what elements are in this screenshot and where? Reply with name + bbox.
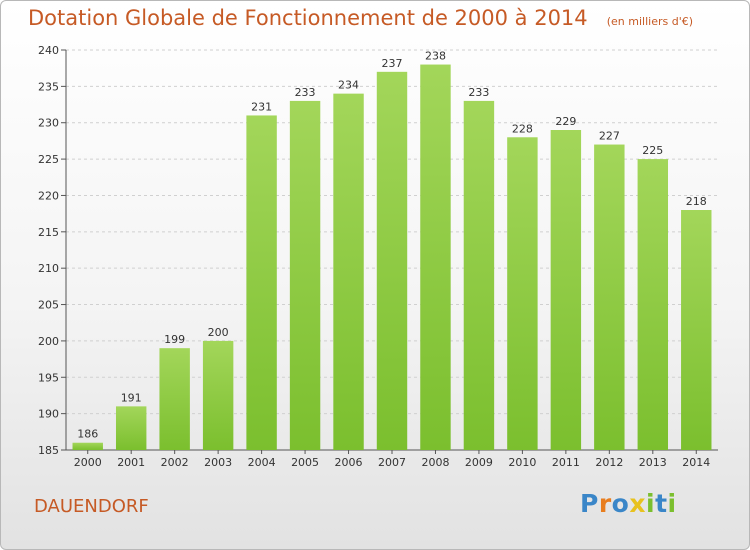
x-tick-label-2008: 2008 [421, 456, 449, 469]
value-label-2000: 186 [77, 428, 98, 441]
bar-2013 [637, 159, 669, 450]
y-tick-label: 210 [38, 262, 59, 275]
value-label-2005: 233 [295, 86, 316, 99]
x-tick-label-2014: 2014 [682, 456, 710, 469]
bar-2009 [463, 100, 495, 450]
x-tick-label-2009: 2009 [465, 456, 493, 469]
bar-2008 [420, 64, 451, 450]
x-tick-label-2003: 2003 [204, 456, 232, 469]
value-label-2013: 225 [642, 144, 663, 157]
x-tick-label-2006: 2006 [335, 456, 363, 469]
x-tick-label-2001: 2001 [117, 456, 145, 469]
x-tick-label-2000: 2000 [74, 456, 102, 469]
value-labels: 186 191 199 200 231 233 234 237 238 233 228 229 227 2… [77, 50, 707, 441]
y-tick-label: 225 [38, 153, 59, 166]
logo-letter: P [580, 489, 599, 518]
logo-letter: x [629, 489, 646, 518]
bar-2001 [115, 406, 147, 450]
value-label-2007: 237 [382, 57, 403, 70]
bar-2003 [202, 340, 234, 450]
y-tick-label: 200 [38, 335, 59, 348]
bar-2002 [159, 348, 190, 450]
value-label-2010: 228 [512, 122, 533, 135]
value-label-2012: 227 [599, 130, 620, 143]
value-label-2004: 231 [251, 100, 272, 113]
y-tick-label: 240 [38, 44, 59, 57]
bar-2000 [72, 442, 103, 450]
logo-letter: r [598, 489, 612, 518]
bar-2010 [507, 137, 538, 451]
value-label-2006: 234 [338, 79, 359, 92]
x-tick-label-2005: 2005 [291, 456, 319, 469]
x-tick-label-2011: 2011 [552, 456, 580, 469]
bar-2012 [594, 144, 625, 450]
chart-title: Dotation Globale de Fonctionnement de 20… [28, 6, 588, 30]
x-tick-label-2010: 2010 [508, 456, 536, 469]
y-tick-label: 230 [38, 117, 59, 130]
x-tick-label-2007: 2007 [378, 456, 406, 469]
y-tick-label: 215 [38, 226, 59, 239]
bar-2007 [376, 71, 408, 451]
y-tick-label: 185 [38, 444, 59, 457]
value-label-2008: 238 [425, 50, 446, 63]
y-tick-label: 195 [38, 371, 59, 384]
x-tick-label-2002: 2002 [161, 456, 189, 469]
logo-letter: o [611, 489, 630, 518]
x-tick-label-2012: 2012 [595, 456, 623, 469]
bar-2014 [681, 210, 712, 450]
proxiti-logo: Proxiti [580, 489, 677, 518]
y-tick-label: 220 [38, 189, 59, 202]
logo-letter: i [646, 489, 656, 518]
y-tick-label: 235 [38, 80, 59, 93]
bars [72, 64, 712, 451]
value-label-2003: 200 [208, 326, 229, 339]
commune-name: DAUENDORF [34, 496, 149, 517]
chart-subtitle: (en milliers d'€) [606, 15, 694, 28]
value-label-2001: 191 [121, 391, 142, 404]
bar-2005 [289, 100, 321, 450]
logo-letter: t [655, 489, 668, 518]
bar-2006 [333, 93, 364, 451]
bar-2011 [550, 130, 582, 450]
bar-2004 [246, 115, 277, 451]
y-tick-label: 205 [38, 299, 59, 312]
title-row: Dotation Globale de Fonctionnement de 20… [28, 6, 693, 30]
y-tick-label: 190 [38, 408, 59, 421]
x-tick-label-2004: 2004 [248, 456, 276, 469]
value-label-2009: 233 [468, 86, 489, 99]
value-label-2002: 199 [164, 333, 185, 346]
value-label-2011: 229 [555, 115, 576, 128]
logo-letter: i [667, 489, 677, 518]
x-tick-label-2013: 2013 [639, 456, 667, 469]
value-label-2014: 218 [686, 195, 707, 208]
